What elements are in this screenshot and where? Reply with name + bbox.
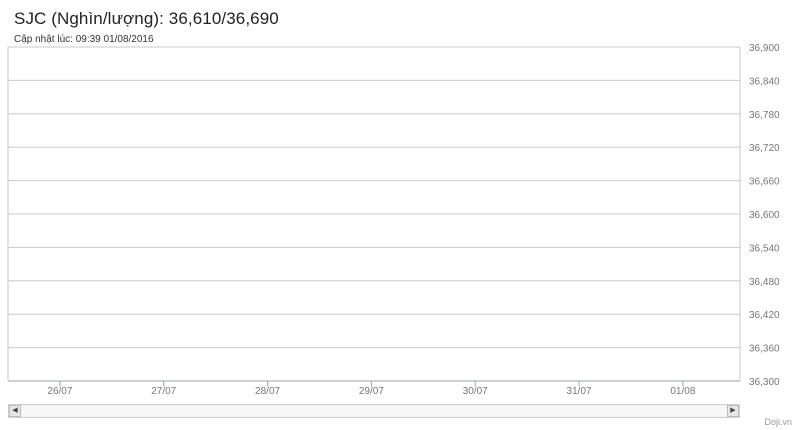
- x-tick-label: 31/07: [567, 386, 592, 397]
- y-tick-label: 36,420: [749, 310, 780, 321]
- x-tick-label: 28/07: [255, 386, 280, 397]
- y-tick-label: 36,900: [749, 43, 780, 54]
- y-tick-label: 36,720: [749, 143, 780, 154]
- y-tick-label: 36,840: [749, 76, 780, 87]
- y-tick-label: 36,660: [749, 177, 780, 188]
- price-chart[interactable]: 36,300 36,360 36,420 36,480 36,540 36,600 36,6…: [0, 0, 800, 400]
- y-tick-label: 36,300: [749, 377, 780, 388]
- chart-title: SJC (Nghìn/lượng): 36,610/36,690: [14, 9, 279, 28]
- y-tick-label: 36,540: [749, 243, 780, 254]
- scrollbar-track[interactable]: [22, 406, 726, 416]
- y-tick-label: 36,780: [749, 110, 780, 121]
- scroll-left-arrow-icon[interactable]: ◀: [9, 405, 21, 417]
- x-tick-label: 01/08: [670, 386, 695, 397]
- source-credit: Doji.vn: [764, 417, 792, 427]
- y-tick-label: 36,480: [749, 277, 780, 288]
- x-tick-label: 29/07: [359, 386, 384, 397]
- y-tick-label: 36,360: [749, 344, 780, 355]
- chart-scrollbar[interactable]: ◀ ▶: [8, 404, 740, 418]
- y-tick-label: 36,600: [749, 210, 780, 221]
- x-tick-label: 26/07: [47, 386, 72, 397]
- x-tick-label: 27/07: [151, 386, 176, 397]
- last-updated-text: Cập nhật lúc: 09:39 01/08/2016: [14, 34, 154, 45]
- x-tick-label: 30/07: [463, 386, 488, 397]
- scroll-right-arrow-icon[interactable]: ▶: [727, 405, 739, 417]
